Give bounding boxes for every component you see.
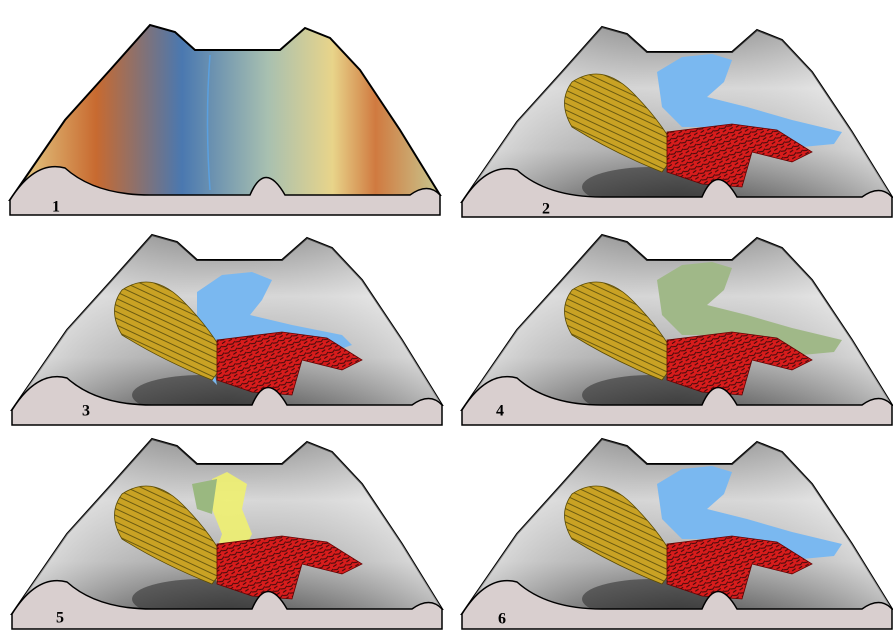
panel-label: 6: [498, 611, 506, 628]
panel-label: 1: [52, 199, 60, 216]
panel: 2: [461, 27, 893, 218]
panel-label: 5: [56, 610, 64, 627]
panel: 3: [11, 235, 443, 426]
panel-label: 3: [82, 403, 90, 420]
panel-label: 2: [542, 201, 550, 218]
panel: 6: [461, 439, 893, 630]
panel-label: 4: [496, 403, 504, 420]
panel: 4: [461, 235, 893, 426]
panel: 5: [11, 439, 443, 630]
panel: 1: [9, 24, 441, 216]
